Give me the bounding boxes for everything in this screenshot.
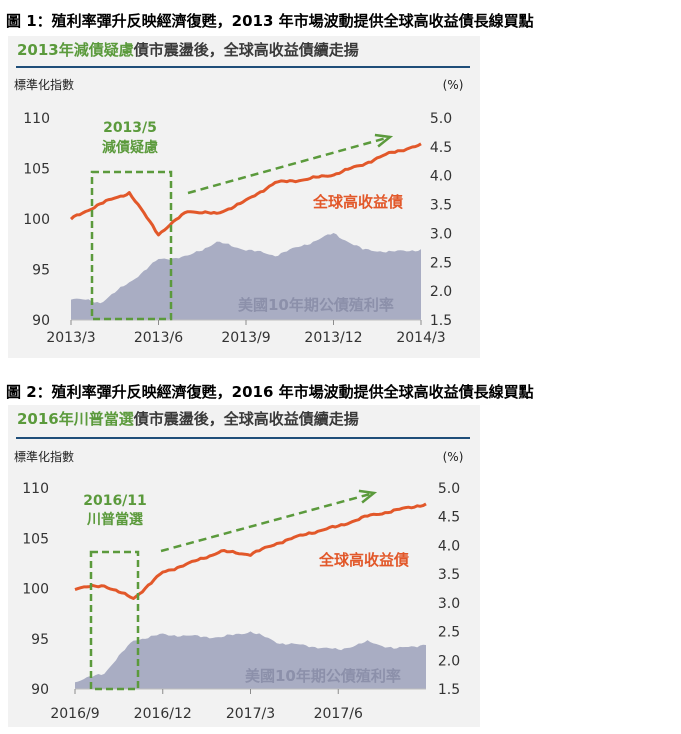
right-tick-label: 2.5 (430, 255, 452, 271)
x-tick-label: 2016/9 (50, 706, 99, 722)
chart-2: 標準化指數 (%) 90 95 100 105 110 1.5 2.0 2.5 3.0 3.5 4.0 4… (14, 449, 464, 722)
right-tick-label: 5.0 (430, 111, 452, 127)
chart-1-header-text: 債市震盪後，全球高收益債續走揚 (133, 41, 359, 59)
right-tick-label: 5.0 (438, 481, 460, 497)
x-tick-label: 2017/6 (314, 706, 363, 722)
trend-arrow-head (374, 133, 394, 148)
right-tick-label: 3.0 (438, 596, 460, 612)
high-yield-series-label: 全球高收益債 (318, 551, 409, 569)
chart-2-header-text: 債市震盪後，全球高收益債續走揚 (133, 410, 359, 428)
right-axis-title: (%) (443, 78, 464, 92)
right-tick-label: 3.0 (430, 226, 452, 242)
treasury-yield-area (71, 233, 421, 320)
event-annotation-label: 川普當選 (86, 511, 143, 528)
figure-2-title: 圖 2：殖利率彈升反映經濟復甦，2016 年市場波動提供全球高收益債長線買點 (6, 383, 534, 401)
left-tick-label: 105 (23, 162, 50, 178)
left-tick-label: 100 (22, 582, 49, 598)
event-highlight-box (90, 170, 173, 321)
chart-2-header: 2016年川普當選債市震盪後，全球高收益債續走揚 (17, 408, 359, 429)
left-axis-title: 標準化指數 (14, 77, 74, 92)
right-tick-label: 3.5 (430, 198, 452, 214)
event-highlight-box (89, 550, 140, 691)
chart-1-header-rule (16, 66, 470, 68)
left-tick-label: 90 (32, 313, 50, 329)
right-tick-label: 2.0 (430, 284, 452, 300)
chart-panel-2: 2016年川普當選債市震盪後，全球高收益債續走揚 標準化指數 (%) 90 95 100… (8, 405, 480, 727)
event-annotation-label: 2013/5 (103, 120, 157, 136)
left-tick-label: 90 (31, 682, 49, 698)
right-tick-label: 2.5 (438, 625, 460, 641)
left-tick-label: 95 (32, 263, 50, 279)
right-tick-label: 4.5 (438, 510, 460, 526)
treasury-yield-series-label: 美國10年期公債殖利率 (238, 296, 394, 314)
high-yield-series-label: 全球高收益債 (312, 193, 403, 211)
high-yield-line (69, 142, 422, 237)
chart-2-header-highlight: 2016年川普當選 (17, 410, 134, 428)
chart-panel-1: 2013年減債疑慮債市震盪後，全球高收益債續走揚 標準化指數 (%) 90 95 100… (8, 36, 480, 358)
figure-1-title: 圖 1：殖利率彈升反映經濟復甦，2013 年市場波動提供全球高收益債長線買點 (6, 12, 534, 30)
x-tick-label: 2013/6 (134, 330, 183, 346)
right-tick-label: 1.5 (438, 682, 460, 698)
chart-2-header-rule (16, 437, 470, 439)
chart-1: 標準化指數 (%) 90 95 100 105 110 1.5 2.0 2.5 3.0 3.5 4.0 4… (14, 77, 464, 346)
trend-arrow-line (160, 491, 375, 553)
high-yield-line (74, 502, 427, 600)
left-axis-title: 標準化指數 (14, 449, 74, 464)
right-tick-label: 4.0 (430, 169, 452, 185)
event-annotation-label: 2016/11 (83, 493, 147, 509)
treasury-yield-series-label: 美國10年期公債殖利率 (245, 667, 401, 685)
trend-arrow-line (187, 135, 391, 195)
x-tick-label: 2013/3 (46, 330, 95, 346)
left-tick-label: 95 (31, 632, 49, 648)
chart-1-header: 2013年減債疑慮債市震盪後，全球高收益債續走揚 (17, 39, 359, 60)
treasury-yield-area (75, 631, 426, 689)
right-axis-title: (%) (443, 450, 464, 464)
x-tick-label: 2013/9 (221, 330, 270, 346)
x-tick-label: 2017/3 (226, 706, 275, 722)
left-tick-label: 105 (22, 531, 49, 547)
x-tick-label: 2013/12 (304, 330, 362, 346)
chart-1-header-highlight: 2013年減債疑慮 (17, 41, 134, 59)
x-tick-label: 2014/3 (396, 330, 445, 346)
left-tick-label: 110 (23, 111, 50, 127)
event-annotation-label: 減債疑慮 (102, 139, 158, 156)
left-tick-label: 100 (23, 212, 50, 228)
left-tick-label: 110 (22, 481, 49, 497)
right-tick-label: 1.5 (430, 313, 452, 329)
right-tick-label: 4.0 (438, 538, 460, 554)
trend-arrow-head (358, 489, 378, 504)
right-tick-label: 4.5 (430, 140, 452, 156)
right-tick-label: 3.5 (438, 567, 460, 583)
x-tick-label: 2016/12 (134, 706, 192, 722)
right-tick-label: 2.0 (438, 653, 460, 669)
